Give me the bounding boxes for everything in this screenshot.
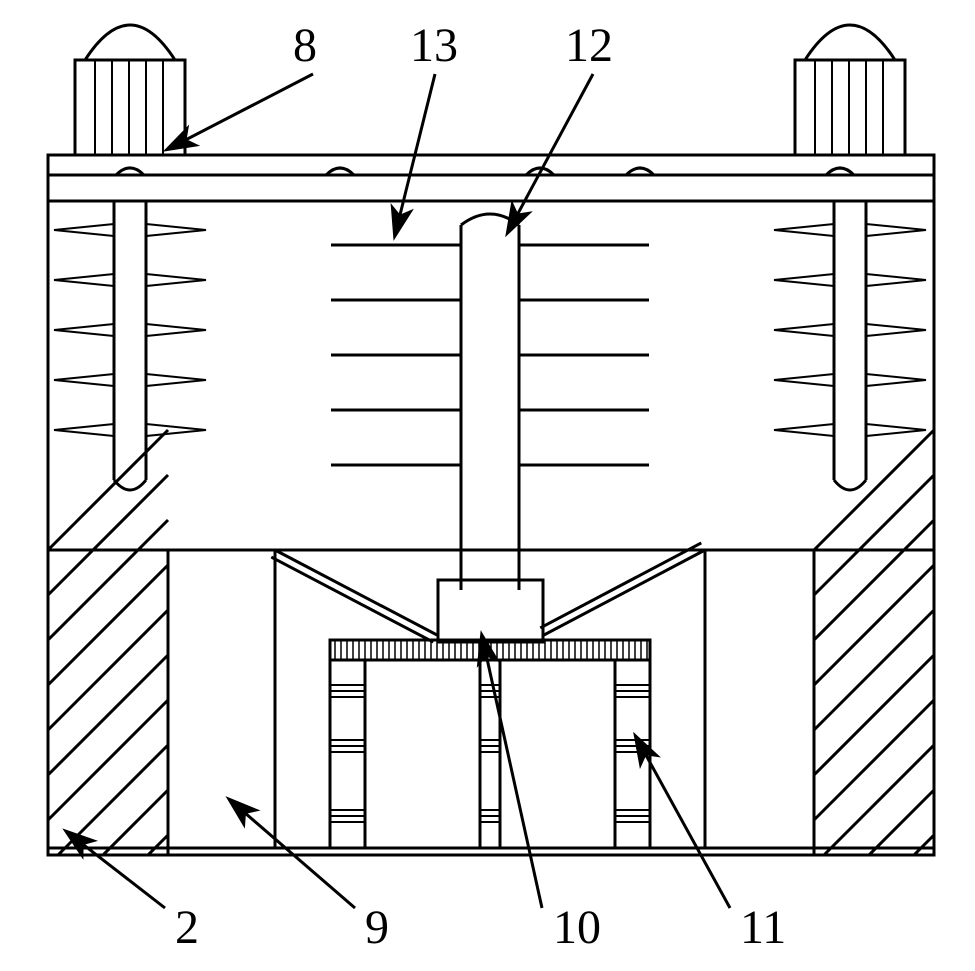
callout-label-2: 2 bbox=[175, 900, 199, 955]
callout-label-10: 10 bbox=[553, 900, 601, 955]
mechanical-diagram bbox=[0, 0, 975, 971]
callout-label-13: 13 bbox=[410, 18, 458, 73]
callout-label-9: 9 bbox=[365, 900, 389, 955]
callout-label-11: 11 bbox=[740, 900, 786, 955]
callout-label-8: 8 bbox=[293, 18, 317, 73]
callout-label-12: 12 bbox=[565, 18, 613, 73]
